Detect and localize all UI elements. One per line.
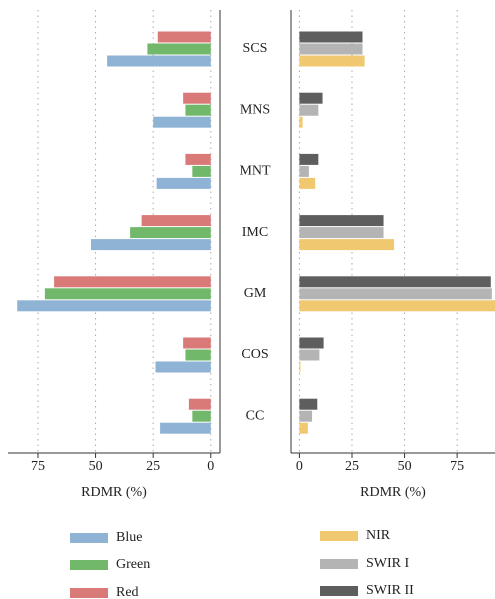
- bar: [156, 177, 211, 189]
- legend-swatch: [320, 559, 358, 569]
- bar: [299, 398, 318, 410]
- bar: [299, 337, 324, 349]
- legend-swatch: [70, 588, 108, 598]
- legend-swatch: [70, 533, 108, 543]
- legend-label: Blue: [116, 530, 142, 545]
- bar: [299, 104, 319, 116]
- x-tick-label: 50: [89, 459, 103, 474]
- bar: [299, 116, 303, 128]
- category-label: IMC: [242, 225, 268, 240]
- bar: [299, 276, 491, 288]
- legend-label: Red: [116, 585, 139, 599]
- bar: [299, 31, 363, 43]
- category-label: CC: [246, 408, 265, 423]
- bar: [299, 92, 323, 104]
- legend-label: SWIR I: [366, 556, 410, 571]
- legend-label: NIR: [366, 528, 391, 543]
- bar: [299, 410, 313, 422]
- bar: [299, 361, 301, 373]
- bar: [17, 300, 211, 312]
- bar: [299, 55, 365, 67]
- bar: [299, 239, 395, 251]
- bar: [299, 300, 495, 312]
- bar: [192, 410, 211, 422]
- category-label: SCS: [243, 41, 268, 56]
- x-tick-label: 25: [345, 459, 359, 474]
- bar: [130, 227, 211, 239]
- category-label: MNS: [240, 102, 270, 117]
- x-tick-label: 50: [398, 459, 412, 474]
- legend-swatch: [320, 586, 358, 596]
- bar: [44, 288, 211, 300]
- x-tick-label: 0: [207, 459, 214, 474]
- bar: [299, 288, 492, 300]
- bar: [299, 43, 363, 55]
- x-tick-label: 75: [31, 459, 45, 474]
- x-tick-label: 75: [450, 459, 464, 474]
- legend-label: Green: [116, 557, 150, 572]
- bar: [54, 276, 211, 288]
- category-label: MNT: [239, 164, 271, 179]
- bar: [183, 337, 211, 349]
- bar: [299, 177, 316, 189]
- bar: [90, 239, 211, 251]
- bar: [183, 92, 211, 104]
- bar: [153, 116, 211, 128]
- bar: [147, 43, 211, 55]
- x-tick-label: 25: [146, 459, 160, 474]
- bar: [185, 104, 211, 116]
- bar: [192, 165, 211, 177]
- bar: [155, 361, 211, 373]
- category-label: COS: [241, 347, 268, 362]
- legend-swatch: [320, 531, 358, 541]
- legend-label: SWIR II: [366, 583, 414, 598]
- bar: [299, 227, 384, 239]
- bar: [160, 422, 211, 434]
- legend-swatch: [70, 560, 108, 570]
- bar: [141, 215, 211, 227]
- bar: [299, 165, 309, 177]
- bar: [299, 349, 320, 361]
- bar: [107, 55, 211, 67]
- x-tick-label: 0: [296, 459, 303, 474]
- bar: [157, 31, 211, 43]
- x-axis-label: RDMR (%): [81, 485, 147, 500]
- bar: [299, 215, 384, 227]
- category-label: GM: [244, 286, 267, 301]
- bar: [299, 422, 308, 434]
- bar: [185, 153, 211, 165]
- bar: [188, 398, 211, 410]
- x-axis-label: RDMR (%): [360, 485, 426, 500]
- bar: [299, 153, 319, 165]
- bar: [185, 349, 211, 361]
